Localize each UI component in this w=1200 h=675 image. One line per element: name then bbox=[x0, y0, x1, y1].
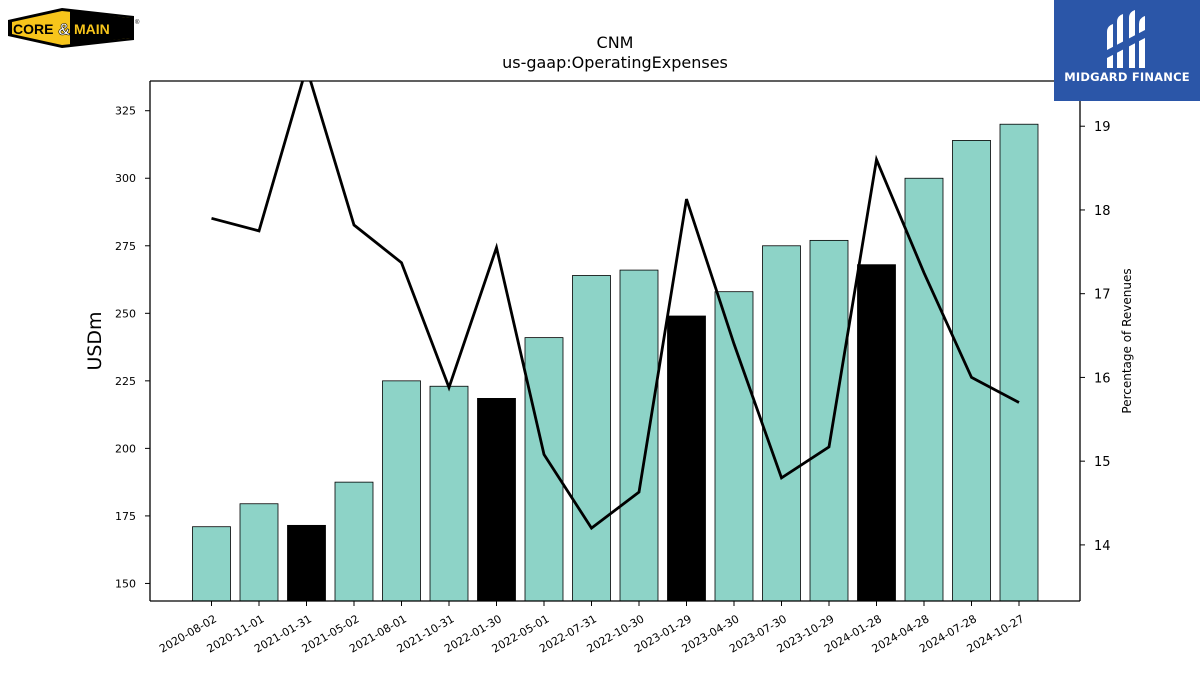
core-and-main-logo: CORE & MAIN ® bbox=[6, 6, 142, 50]
y-tick-label-left: 325 bbox=[115, 105, 136, 118]
bar-2023-10-29 bbox=[809, 239, 849, 602]
y-tick-label-right: 18 bbox=[1094, 204, 1111, 219]
bar-2023-04-30 bbox=[714, 291, 754, 602]
bar-2021-10-31 bbox=[429, 385, 469, 602]
bar-2022-07-31 bbox=[572, 275, 611, 602]
y-tick-label-right: 19 bbox=[1094, 120, 1111, 135]
line-layer bbox=[211, 81, 1020, 531]
logo-registered: ® bbox=[135, 19, 140, 26]
midgard-finance-logo: MIDGARD FINANCE bbox=[1054, 0, 1200, 101]
x-ticks: 2020-08-022020-11-012021-01-312021-05-02… bbox=[157, 601, 1027, 656]
bar-2023-01-29 bbox=[667, 315, 706, 602]
y-tick-label-right: 14 bbox=[1094, 539, 1111, 554]
bar-2020-11-01 bbox=[239, 503, 279, 602]
y-tick-label-right: 17 bbox=[1094, 288, 1111, 303]
bar-2022-10-30 bbox=[619, 269, 659, 602]
bar-2021-08-01 bbox=[382, 380, 421, 602]
bar-2022-01-30 bbox=[477, 398, 516, 602]
bar-2024-04-28 bbox=[904, 177, 944, 602]
midgard-finance-name: MIDGARD FINANCE bbox=[1064, 70, 1190, 84]
bar-2020-08-02 bbox=[192, 526, 231, 602]
chart-subtitle: us-gaap:OperatingExpenses bbox=[502, 53, 728, 72]
y-axis-label-left: USDm bbox=[84, 311, 106, 370]
y-tick-label-left: 250 bbox=[115, 307, 136, 320]
logo-ampersand: & bbox=[58, 20, 70, 39]
y-ticks-left: 150 175 200 225 250 275 300 325 bbox=[115, 105, 150, 590]
y-tick-label-left: 300 bbox=[115, 172, 136, 185]
y-axis-label-right: Percentage of Revenues bbox=[1120, 268, 1134, 413]
bars bbox=[192, 123, 1039, 602]
logo-word-core: CORE bbox=[13, 21, 53, 37]
y-tick-label-left: 175 bbox=[115, 510, 136, 523]
midgard-mark-icon bbox=[1107, 10, 1145, 68]
bar-2021-05-02 bbox=[334, 481, 374, 602]
percentage-line bbox=[211, 81, 1020, 531]
y-tick-label-left: 200 bbox=[115, 442, 136, 455]
bar-2022-05-01 bbox=[524, 337, 564, 602]
y-tick-label-right: 15 bbox=[1094, 455, 1111, 470]
chart-title: CNM bbox=[597, 33, 634, 52]
y-ticks-right: 14 15 16 17 18 19 bbox=[1080, 120, 1111, 554]
bar-2024-01-28 bbox=[857, 264, 896, 602]
y-tick-label-left: 275 bbox=[115, 240, 136, 253]
y-tick-label-right: 16 bbox=[1094, 371, 1111, 386]
bar-2024-07-28 bbox=[952, 140, 991, 602]
bar-2021-01-31 bbox=[287, 524, 326, 602]
logo-word-main: MAIN bbox=[74, 21, 110, 37]
bar-2023-07-30 bbox=[762, 245, 801, 602]
bar-2024-10-27 bbox=[999, 123, 1039, 602]
y-tick-label-left: 225 bbox=[115, 375, 136, 388]
y-tick-label-left: 150 bbox=[115, 577, 136, 590]
